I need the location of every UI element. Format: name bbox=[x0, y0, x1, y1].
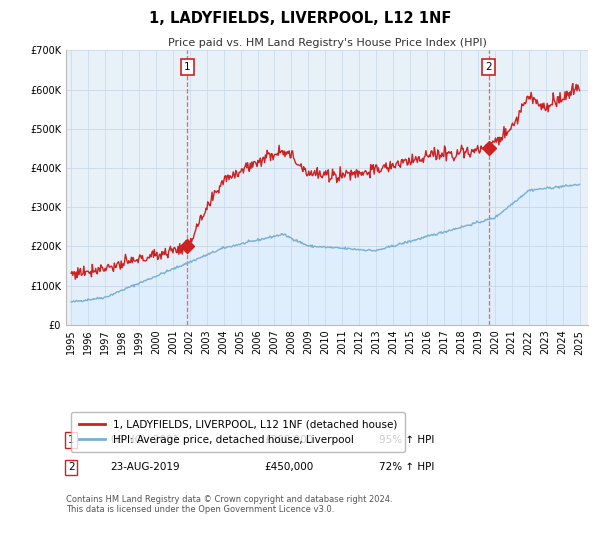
Text: 08-NOV-2001: 08-NOV-2001 bbox=[110, 435, 179, 445]
Text: 1: 1 bbox=[184, 62, 190, 72]
Text: 23-AUG-2019: 23-AUG-2019 bbox=[110, 463, 180, 473]
Legend: 1, LADYFIELDS, LIVERPOOL, L12 1NF (detached house), HPI: Average price, detached: 1, LADYFIELDS, LIVERPOOL, L12 1NF (detac… bbox=[71, 412, 404, 452]
Text: 72% ↑ HPI: 72% ↑ HPI bbox=[379, 463, 434, 473]
Text: 95% ↑ HPI: 95% ↑ HPI bbox=[379, 435, 434, 445]
Text: 2: 2 bbox=[68, 463, 74, 473]
Text: £450,000: £450,000 bbox=[265, 463, 314, 473]
Title: Price paid vs. HM Land Registry's House Price Index (HPI): Price paid vs. HM Land Registry's House … bbox=[167, 38, 487, 48]
Text: 2: 2 bbox=[485, 62, 492, 72]
Text: Contains HM Land Registry data © Crown copyright and database right 2024.
This d: Contains HM Land Registry data © Crown c… bbox=[66, 495, 392, 514]
Text: 1, LADYFIELDS, LIVERPOOL, L12 1NF: 1, LADYFIELDS, LIVERPOOL, L12 1NF bbox=[149, 11, 451, 26]
Text: £200,000: £200,000 bbox=[265, 435, 313, 445]
Text: 1: 1 bbox=[68, 435, 74, 445]
